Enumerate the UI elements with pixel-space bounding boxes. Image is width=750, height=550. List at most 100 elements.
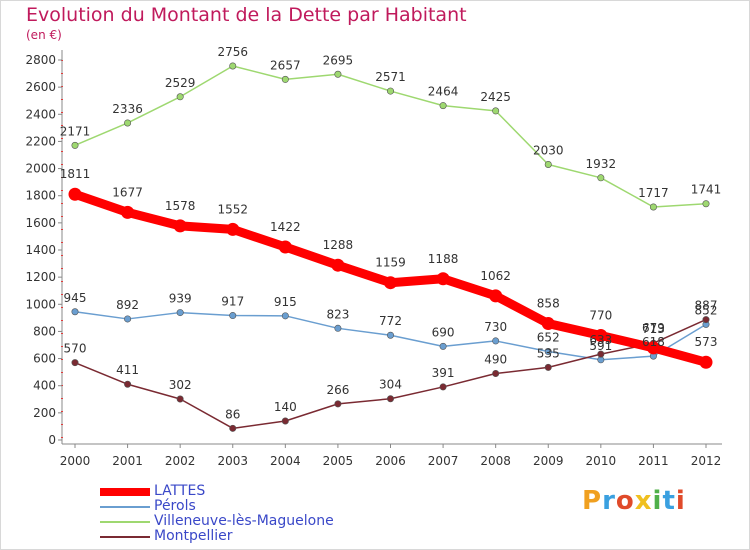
data-label-p-rols: 618 [642, 335, 665, 349]
x-tick-label: 2001 [112, 454, 143, 468]
data-point-lattes [699, 355, 713, 369]
data-label-montpellier: 304 [379, 378, 402, 392]
data-point-villeneuve-l-s-maguelone [281, 75, 289, 83]
x-tick-label: 2002 [165, 454, 196, 468]
data-point-villeneuve-l-s-maguelone [439, 102, 447, 110]
data-label-villeneuve-l-s-maguelone: 2425 [480, 90, 511, 104]
data-point-lattes [121, 205, 135, 219]
data-point-villeneuve-l-s-maguelone [492, 107, 500, 115]
data-point-montpellier [124, 380, 132, 388]
y-tick-label: 1200 [25, 270, 56, 284]
data-label-lattes: 858 [537, 297, 560, 311]
data-point-p-rols [439, 342, 447, 350]
data-point-villeneuve-l-s-maguelone [124, 119, 132, 127]
chart-title: Evolution du Montant de la Dette par Hab… [26, 4, 467, 26]
x-tick-label: 2006 [375, 454, 406, 468]
legend-label: Villeneuve-lès-Maguelone [154, 513, 334, 529]
y-tick-label: 2800 [25, 53, 56, 67]
data-label-lattes: 1159 [375, 256, 406, 270]
data-point-lattes [646, 341, 660, 355]
x-tick-label: 2009 [533, 454, 564, 468]
y-tick-label: 2000 [25, 162, 56, 176]
data-label-lattes: 1422 [270, 220, 301, 234]
data-point-lattes [541, 317, 555, 331]
data-point-montpellier [334, 400, 342, 408]
data-point-p-rols [544, 348, 552, 356]
data-point-p-rols [176, 309, 184, 317]
data-label-villeneuve-l-s-maguelone: 2657 [270, 58, 301, 72]
x-tick-label: 2000 [60, 454, 91, 468]
y-tick-label: 2600 [25, 80, 56, 94]
y-tick-label: 2400 [25, 107, 56, 121]
data-label-lattes: 1552 [217, 202, 248, 216]
data-label-villeneuve-l-s-maguelone: 2336 [112, 102, 143, 116]
data-point-montpellier [439, 383, 447, 391]
data-point-montpellier [597, 350, 605, 358]
legend-swatch [100, 488, 150, 496]
y-tick-label: 400 [33, 379, 56, 393]
data-point-montpellier [492, 369, 500, 377]
proxiti-logo: Proxiti [582, 486, 686, 516]
data-point-lattes [384, 276, 397, 290]
data-point-p-rols [124, 315, 132, 323]
y-tick-label: 1800 [25, 189, 56, 203]
data-point-villeneuve-l-s-maguelone [229, 62, 237, 70]
data-label-lattes: 1062 [480, 269, 511, 283]
data-label-p-rols: 823 [326, 307, 349, 321]
y-tick-label: 1000 [25, 297, 56, 311]
data-point-lattes [594, 329, 608, 342]
logo-letter: i [675, 486, 686, 516]
data-label-montpellier: 713 [642, 322, 665, 336]
legend-swatch [100, 506, 150, 508]
data-label-p-rols: 652 [537, 331, 560, 345]
logo-letter: x [634, 486, 653, 516]
y-tick-label: 1600 [25, 216, 56, 230]
data-point-montpellier [281, 417, 289, 425]
data-point-lattes [489, 289, 503, 303]
x-tick-label: 2005 [323, 454, 354, 468]
data-point-montpellier [544, 363, 552, 371]
data-point-lattes [173, 219, 187, 233]
data-label-p-rols: 690 [432, 325, 455, 339]
data-point-villeneuve-l-s-maguelone [386, 87, 394, 95]
data-point-montpellier [229, 424, 237, 432]
x-tick-label: 2003 [217, 454, 248, 468]
data-label-villeneuve-l-s-maguelone: 1741 [691, 183, 722, 197]
data-label-lattes: 1288 [323, 238, 354, 252]
legend-swatch [100, 536, 150, 538]
data-label-montpellier: 490 [484, 353, 507, 367]
legend-swatch [100, 521, 150, 523]
data-point-p-rols [492, 337, 500, 345]
x-tick-label: 2004 [270, 454, 301, 468]
data-point-montpellier [386, 395, 394, 403]
y-tick-label: 600 [33, 352, 56, 366]
y-tick-label: 1400 [25, 243, 56, 257]
data-label-lattes: 573 [695, 335, 718, 349]
data-label-villeneuve-l-s-maguelone: 2171 [60, 124, 91, 138]
data-point-villeneuve-l-s-maguelone [597, 174, 605, 182]
data-point-montpellier [702, 316, 710, 324]
logo-letter: r [602, 486, 616, 516]
data-label-villeneuve-l-s-maguelone: 1717 [638, 186, 669, 200]
data-label-villeneuve-l-s-maguelone: 2756 [217, 45, 248, 59]
data-point-lattes [278, 240, 292, 254]
data-label-lattes: 1578 [165, 199, 196, 213]
data-point-montpellier [176, 395, 184, 403]
x-tick-label: 2007 [428, 454, 459, 468]
data-point-p-rols [281, 312, 289, 320]
data-point-lattes [226, 222, 240, 236]
logo-letter: P [582, 486, 603, 516]
data-label-villeneuve-l-s-maguelone: 2030 [533, 144, 564, 158]
data-point-p-rols [229, 312, 237, 320]
data-point-p-rols [334, 324, 342, 332]
x-tick-label: 2010 [586, 454, 617, 468]
data-label-montpellier: 140 [274, 400, 297, 414]
data-label-villeneuve-l-s-maguelone: 2529 [165, 76, 196, 90]
data-label-montpellier: 411 [116, 363, 139, 377]
data-label-villeneuve-l-s-maguelone: 2695 [323, 53, 354, 67]
data-point-lattes [331, 258, 345, 272]
logo-letter: i [652, 486, 663, 516]
data-label-p-rols: 915 [274, 295, 297, 309]
data-label-lattes: 770 [589, 309, 612, 323]
